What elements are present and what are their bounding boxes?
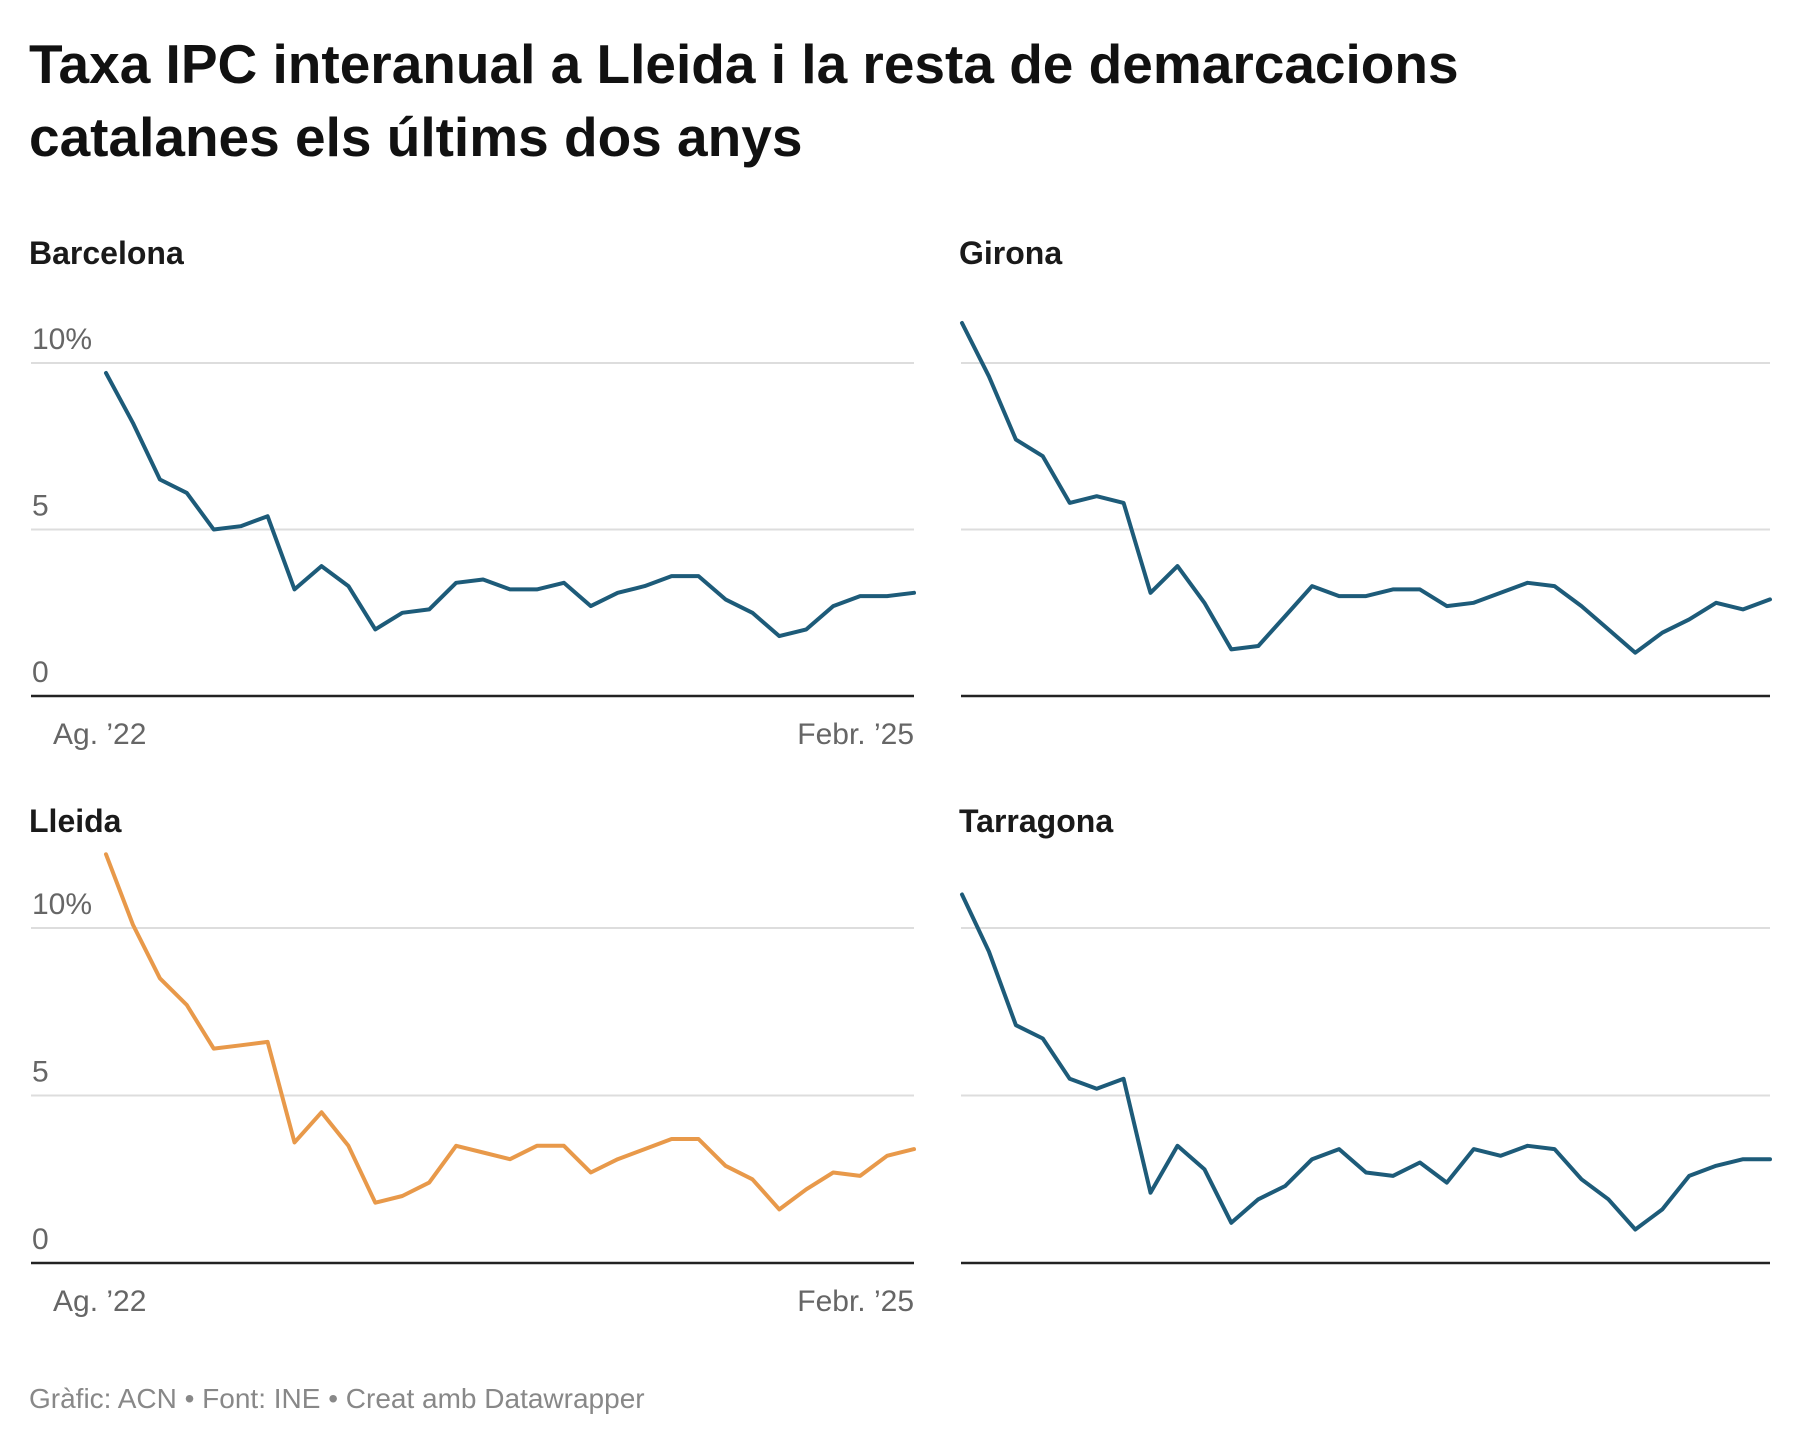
chart-title: catalanes els últims dos anys <box>29 106 802 168</box>
x-tick-label: Ag. ’22 <box>53 1285 146 1318</box>
x-tick-label: Febr. ’25 <box>797 1285 914 1318</box>
data-line <box>960 892 1772 1232</box>
panel-title: Lleida <box>29 803 122 839</box>
data-line <box>960 321 1772 655</box>
x-tick-label: Ag. ’22 <box>53 718 146 751</box>
x-tick-label: Febr. ’25 <box>797 718 914 751</box>
panel-title: Girona <box>959 235 1062 271</box>
source-note: Gràfic: ACN • Font: INE • Creat amb Data… <box>29 1383 645 1414</box>
panel-title: Barcelona <box>29 235 184 271</box>
y-tick-label: 0 <box>32 1223 49 1256</box>
data-line <box>104 371 916 639</box>
y-tick-label: 5 <box>32 1056 49 1089</box>
y-tick-label: 0 <box>32 656 49 689</box>
y-tick-label: 10% <box>32 888 92 921</box>
y-tick-label: 5 <box>32 490 49 523</box>
data-line <box>104 852 916 1212</box>
y-tick-label: 10% <box>32 323 92 356</box>
panel-title: Tarragona <box>959 803 1113 839</box>
chart-title: Taxa IPC interanual a Lleida i la resta … <box>29 33 1459 95</box>
